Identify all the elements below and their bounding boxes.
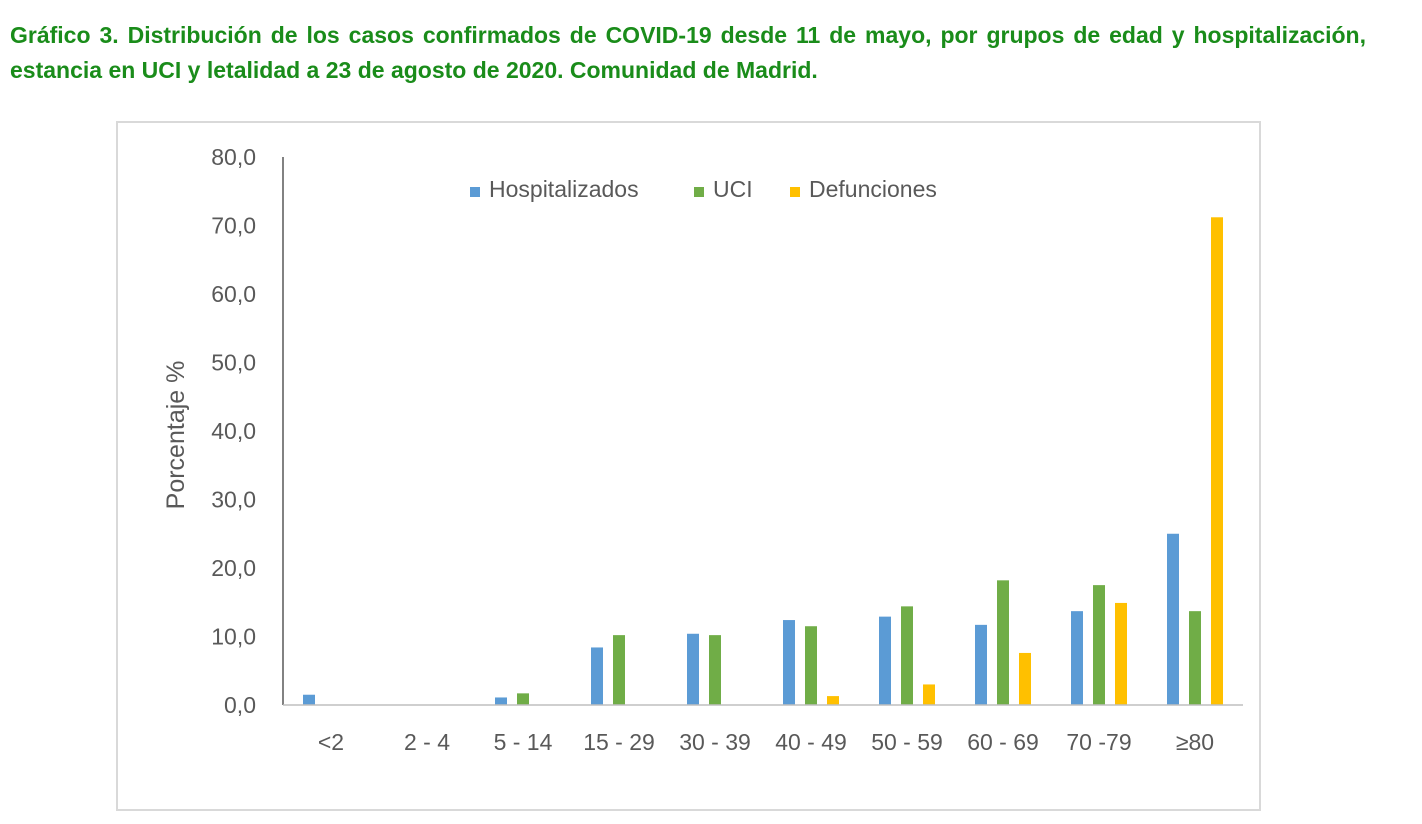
x-axis-ticks: <2 2 - 4 5 - 14 15 - 29 30 - 39 40 - 49 50 - 5…: [318, 729, 1214, 755]
y-tick-label: 50,0: [211, 350, 256, 376]
bar-chart: 0,0 10,0 20,0 30,0 40,0 50,0 60,0 70,0 80,0 <2 2 …: [162, 144, 1243, 755]
y-axis-ticks: 0,0 10,0 20,0 30,0 40,0 50,0 60,0 70,0 80,0: [211, 144, 256, 718]
chart-title: Gráfico 3. Distribución de los casos con…: [10, 22, 1366, 83]
x-tick-label: 40 - 49: [775, 729, 847, 755]
bar-hospitalizados-3: [591, 647, 603, 705]
legend-swatch-defunciones: [790, 187, 800, 197]
y-tick-label: 60,0: [211, 281, 256, 307]
bar-hospitalizados-4: [687, 633, 699, 705]
bar-hospitalizados-0: [303, 694, 315, 705]
bar-uci-5: [805, 626, 817, 705]
bars: [303, 217, 1223, 705]
bar-hospitalizados-6: [879, 616, 891, 705]
legend-label: Hospitalizados: [489, 176, 639, 202]
x-tick-label: 30 - 39: [679, 729, 751, 755]
x-tick-label: 15 - 29: [583, 729, 655, 755]
y-axis-label: Porcentaje %: [162, 361, 190, 510]
x-tick-label: <2: [318, 729, 344, 755]
bar-hospitalizados-9: [1167, 533, 1179, 705]
bar-defunciones-9: [1211, 217, 1223, 705]
bar-hospitalizados-5: [783, 620, 795, 705]
x-tick-label: 60 - 69: [967, 729, 1039, 755]
bar-uci-2: [517, 693, 529, 705]
x-tick-label: 2 - 4: [404, 729, 450, 755]
bar-hospitalizados-2: [495, 697, 507, 705]
bar-uci-6: [901, 606, 913, 705]
bar-defunciones-7: [1019, 652, 1031, 705]
y-tick-label: 20,0: [211, 555, 256, 581]
legend-swatch-hospitalizados: [470, 187, 480, 197]
y-tick-label: 40,0: [211, 418, 256, 444]
bar-defunciones-6: [923, 684, 935, 705]
bar-uci-4: [709, 635, 721, 705]
y-tick-label: 30,0: [211, 487, 256, 513]
legend-swatch-uci: [694, 187, 704, 197]
bar-defunciones-8: [1115, 602, 1127, 705]
bar-hospitalizados-7: [975, 624, 987, 705]
legend-label: UCI: [713, 176, 753, 202]
legend: Hospitalizados UCI Defunciones: [470, 176, 937, 202]
y-tick-label: 80,0: [211, 144, 256, 170]
x-tick-label: 50 - 59: [871, 729, 943, 755]
bar-hospitalizados-8: [1071, 611, 1083, 705]
y-tick-label: 0,0: [224, 692, 256, 718]
x-tick-label: ≥80: [1176, 729, 1214, 755]
bar-uci-7: [997, 580, 1009, 705]
bar-uci-3: [613, 635, 625, 705]
legend-label: Defunciones: [809, 176, 937, 202]
x-tick-label: 70 -79: [1066, 729, 1131, 755]
bar-defunciones-5: [827, 696, 839, 705]
y-tick-label: 10,0: [211, 624, 256, 650]
x-tick-label: 5 - 14: [494, 729, 553, 755]
bar-uci-9: [1189, 611, 1201, 705]
chart-area: 0,0 10,0 20,0 30,0 40,0 50,0 60,0 70,0 80,0 <2 2 …: [116, 121, 1261, 811]
y-tick-label: 70,0: [211, 213, 256, 239]
bar-uci-8: [1093, 585, 1105, 705]
